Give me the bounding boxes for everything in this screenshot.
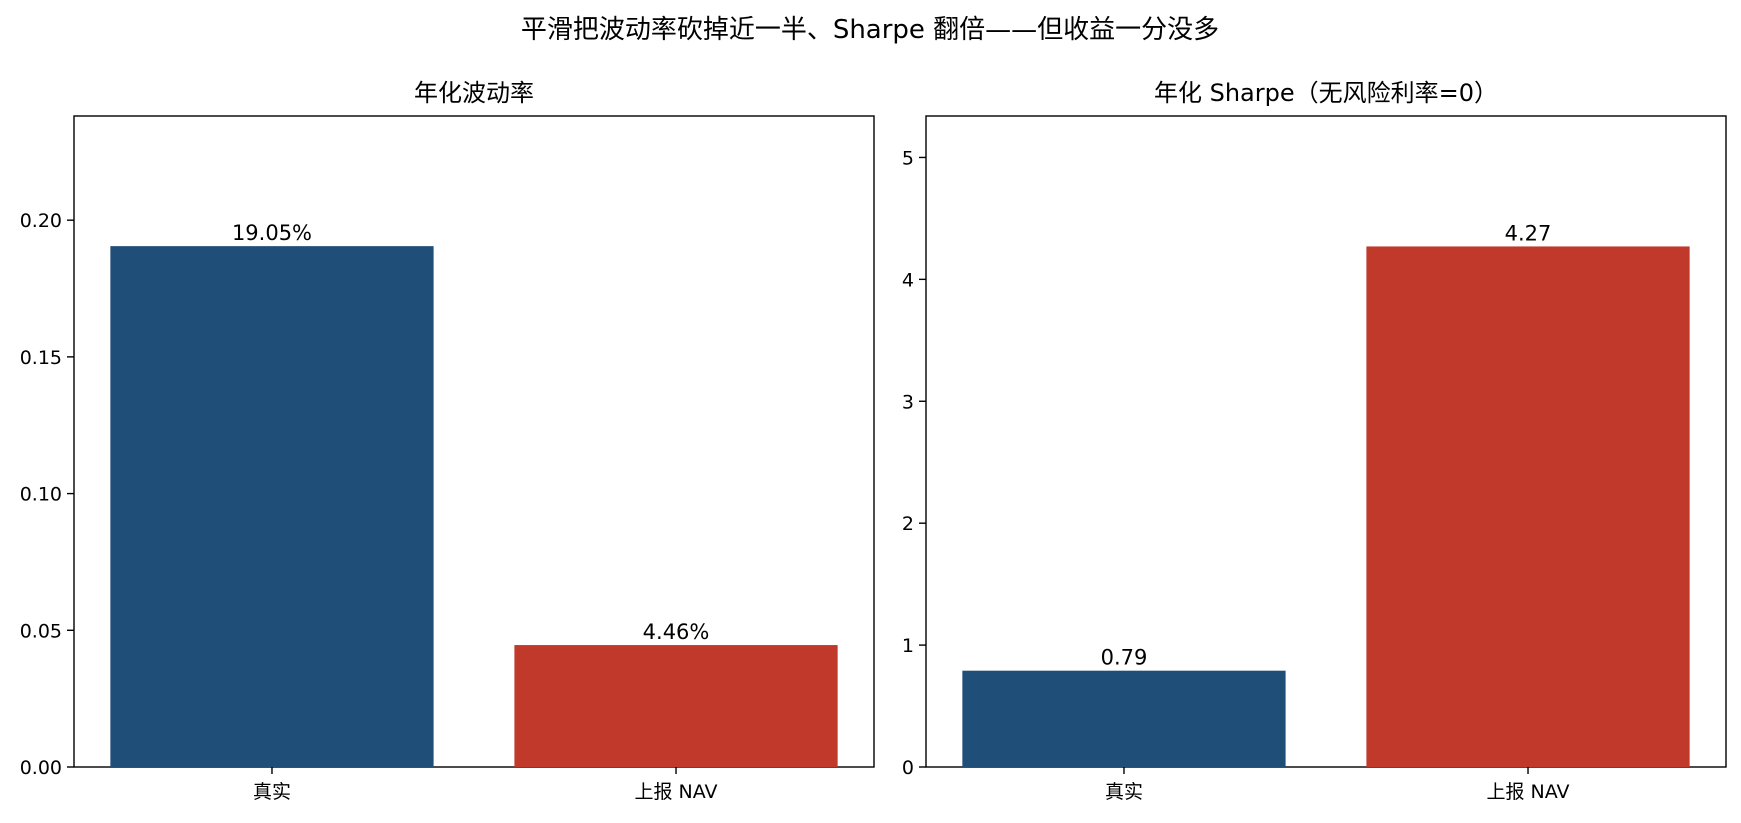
sharpe-bar-reported-nav: [1366, 246, 1690, 767]
sharpe-y-tick-label: 3: [902, 391, 914, 413]
sharpe-x-tick-label-true: 真实: [1105, 781, 1143, 803]
sharpe-bar-true: [962, 670, 1286, 767]
volatility-panel: 年化波动率 19.05% 4.46% 0.00 0.05 0.10 0.15 0.20 真…: [20, 79, 875, 803]
volatility-y-axis: 0.00 0.05 0.10 0.15 0.20: [20, 210, 74, 779]
volatility-y-tick-label: 0.20: [20, 210, 62, 232]
sharpe-y-tick-label: 2: [902, 513, 914, 535]
sharpe-bar-label-reported-nav: 4.27: [1505, 221, 1552, 245]
sharpe-bar-label-true: 0.79: [1101, 646, 1148, 670]
sharpe-x-tick-label-reported-nav: 上报 NAV: [1486, 781, 1569, 803]
sharpe-axes-frame: [925, 115, 1727, 768]
sharpe-bar-labels: 0.79 4.27: [1101, 221, 1552, 669]
sharpe-y-axis: 0 1 2 3 4 5: [902, 147, 926, 779]
volatility-y-tick-label: 0.05: [20, 620, 62, 642]
volatility-x-axis: 真实 上报 NAV: [253, 767, 718, 803]
sharpe-y-tick-label: 1: [902, 635, 914, 657]
sharpe-bars: [962, 246, 1690, 767]
volatility-panel-title: 年化波动率: [414, 79, 534, 107]
volatility-bar-true: [110, 246, 434, 767]
volatility-bar-label-reported-nav: 4.46%: [643, 620, 710, 644]
sharpe-y-tick-label: 5: [902, 147, 914, 169]
sharpe-x-axis: 真实 上报 NAV: [1105, 767, 1570, 803]
volatility-bar-label-true: 19.05%: [232, 221, 312, 245]
volatility-y-tick-label: 0.00: [20, 757, 62, 779]
volatility-bar-labels: 19.05% 4.46%: [232, 221, 709, 644]
volatility-x-tick-label-true: 真实: [253, 781, 291, 803]
volatility-bar-reported-nav: [514, 645, 838, 767]
sharpe-y-tick-label: 0: [902, 757, 914, 779]
volatility-y-tick-label: 0.15: [20, 347, 62, 369]
volatility-axes-frame: [73, 115, 875, 768]
sharpe-panel: 年化 Sharpe（无风险利率=0） 0.79 4.27 0 1 2 3 4 5 真实 上报 …: [902, 79, 1727, 803]
sharpe-panel-title: 年化 Sharpe（无风险利率=0）: [1154, 79, 1498, 107]
volatility-bars: [110, 246, 838, 767]
sharpe-y-tick-label: 4: [902, 269, 914, 291]
figure-suptitle: 平滑把波动率砍掉近一半、Sharpe 翻倍——但收益一分没多: [521, 15, 1219, 45]
volatility-x-tick-label-reported-nav: 上报 NAV: [634, 781, 717, 803]
volatility-y-tick-label: 0.10: [20, 484, 62, 506]
